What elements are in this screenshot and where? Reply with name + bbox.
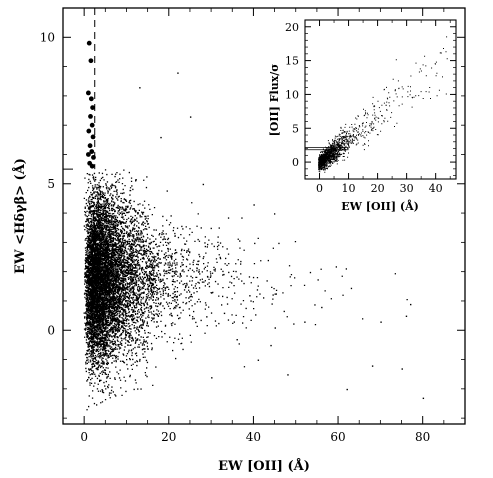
main-highlighted-point [88, 96, 94, 102]
inset-x-tick-label: 0 [316, 182, 323, 195]
main-y-tick-label: 0 [47, 323, 55, 337]
main-outlier-point [177, 72, 179, 74]
inset-data-points [318, 36, 448, 173]
main-outlier-point [401, 368, 403, 370]
main-outlier-point [249, 295, 251, 297]
main-axes: 0 20 40 60 80 0 5 10 [40, 7, 466, 444]
main-data-points [83, 40, 425, 411]
inset-plot-frame [304, 19, 457, 180]
main-outlier-point [371, 365, 374, 367]
main-outlier-point [346, 388, 348, 391]
main-highlighted-point [85, 152, 91, 157]
main-outlier-point [304, 321, 306, 323]
main-highlighted-point [89, 149, 95, 154]
main-outlier-point [287, 374, 289, 376]
main-y-axis-label: EW <Hδγβ> (Å) [12, 158, 28, 274]
main-outlier-point [202, 183, 205, 186]
main-outlier-point [139, 87, 141, 89]
main-outlier-point [257, 359, 260, 361]
main-x-tick-label: 20 [161, 430, 176, 444]
main-outlier-point [274, 327, 276, 329]
main-outlier-point [409, 303, 412, 306]
main-outlier-point [321, 306, 323, 309]
inset-y-tick-label: 10 [285, 88, 299, 101]
main-highlighted-point [88, 58, 94, 64]
main-outlier-point [211, 377, 213, 379]
inset-x-tick-label: 10 [342, 182, 356, 195]
main-x-tick-label: 0 [80, 430, 88, 444]
main-outlier-point [189, 116, 192, 118]
main-highlighted-point [88, 113, 93, 119]
inset-plot: 0 10 20 30 40 0 5 10 15 20 EW [OII] (Å) [OII] Flu… [268, 16, 457, 213]
main-highlighted-point [86, 128, 92, 134]
main-plot: 0 20 40 60 80 0 5 10 EW [OII] (Å) EW <Hδγβ> (Å) [12, 7, 466, 474]
inset-x-tick-label: 40 [429, 182, 443, 195]
main-outlier-point [236, 339, 238, 341]
main-highlighted-point [89, 163, 95, 169]
main-highlighted-point [87, 143, 93, 149]
main-outlier-point [422, 397, 425, 400]
main-y-tick-label: 10 [40, 30, 55, 44]
main-x-tick-label: 60 [330, 430, 345, 444]
main-outlier-point [253, 204, 255, 206]
inset-y-tick-label: 0 [292, 156, 299, 169]
inset-y-tick-label: 5 [292, 122, 299, 135]
main-outlier-point [270, 344, 272, 347]
inset-y-axis-label: [OII] Flux/σ [268, 64, 281, 137]
main-highlighted-point [90, 134, 96, 140]
main-outlier-point [223, 312, 226, 315]
main-x-tick-label: 40 [246, 430, 261, 444]
main-outlier-point [380, 321, 382, 323]
main-bulk-points [83, 169, 408, 411]
main-highlighted-point [86, 40, 92, 46]
main-outlier-point [405, 315, 408, 318]
main-outlier-point [160, 136, 162, 139]
inset-x-axis-label: EW [OII] (Å) [341, 199, 419, 213]
main-highlighted-point [85, 90, 91, 96]
inset-points [318, 36, 448, 173]
inset-y-tick-label: 15 [285, 55, 299, 68]
inset-y-tick-label: 20 [285, 21, 299, 34]
inset-x-tick-label: 30 [400, 182, 414, 195]
main-highlighted-point [90, 105, 96, 111]
inset-axes: 0 10 20 30 40 0 5 10 15 20 [285, 20, 456, 195]
inset-background [284, 16, 456, 196]
main-y-tick-label: 5 [47, 177, 55, 191]
main-highlighted-point [89, 122, 95, 128]
main-x-tick-label: 80 [415, 430, 430, 444]
main-plot-frame [62, 7, 466, 425]
main-x-axis-label: EW [OII] (Å) [218, 458, 310, 474]
inset-x-tick-label: 20 [371, 182, 385, 195]
